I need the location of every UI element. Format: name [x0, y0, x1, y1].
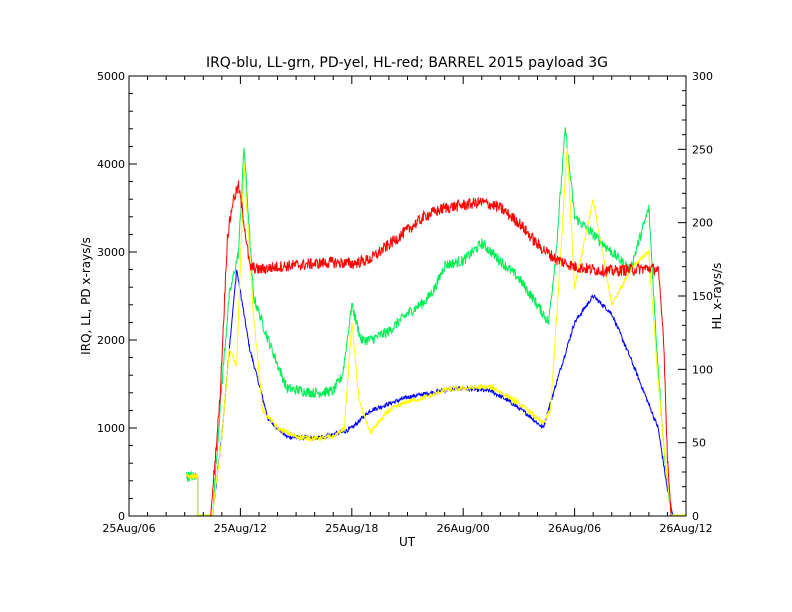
y-right-tick-label: 250 [692, 143, 713, 156]
y-axis-right-title: HL x-rays/s [710, 263, 724, 330]
y-right-tick-label: 150 [692, 290, 713, 303]
x-tick-label: 26Aug/06 [548, 522, 601, 535]
x-tick-label: 26Aug/00 [437, 522, 490, 535]
series-line-1 [186, 127, 686, 516]
y-right-tick-label: 200 [692, 217, 713, 230]
x-tick-label: 25Aug/06 [102, 522, 155, 535]
y-left-tick-label: 4000 [97, 158, 125, 171]
x-axis: 25Aug/06 25Aug/12 25Aug/18 26Aug/00 26Aug/06… [102, 76, 713, 535]
x-axis-title: UT [399, 535, 416, 549]
chart-title: IRQ-blu, LL-grn, PD-yel, HL-red; BARREL … [206, 55, 608, 71]
y-left-tick-label: 0 [118, 510, 125, 523]
y-left-tick-label: 1000 [97, 422, 125, 435]
x-tick-label: 25Aug/12 [214, 522, 267, 535]
y-left-tick-label: 3000 [97, 246, 125, 259]
y-axis-left: 0 1000 2000 3000 4000 5000 [97, 70, 137, 523]
y-axis-left-title: IRQ, LL, PD x-rays/s [79, 237, 93, 355]
y-right-tick-label: 100 [692, 363, 713, 376]
series-line-2 [186, 147, 686, 516]
series-layer [186, 127, 686, 516]
x-tick-label: 25Aug/18 [325, 522, 378, 535]
y-right-tick-label: 0 [692, 510, 699, 523]
y-right-tick-label: 300 [692, 70, 713, 83]
y-left-tick-label: 2000 [97, 334, 125, 347]
y-right-tick-label: 50 [692, 437, 706, 450]
y-axis-right: 0 50 100 150 200 250 300 [678, 70, 713, 523]
series-line-3 [186, 180, 686, 516]
x-tick-label: 26Aug/12 [659, 522, 712, 535]
y-left-tick-label: 5000 [97, 70, 125, 83]
